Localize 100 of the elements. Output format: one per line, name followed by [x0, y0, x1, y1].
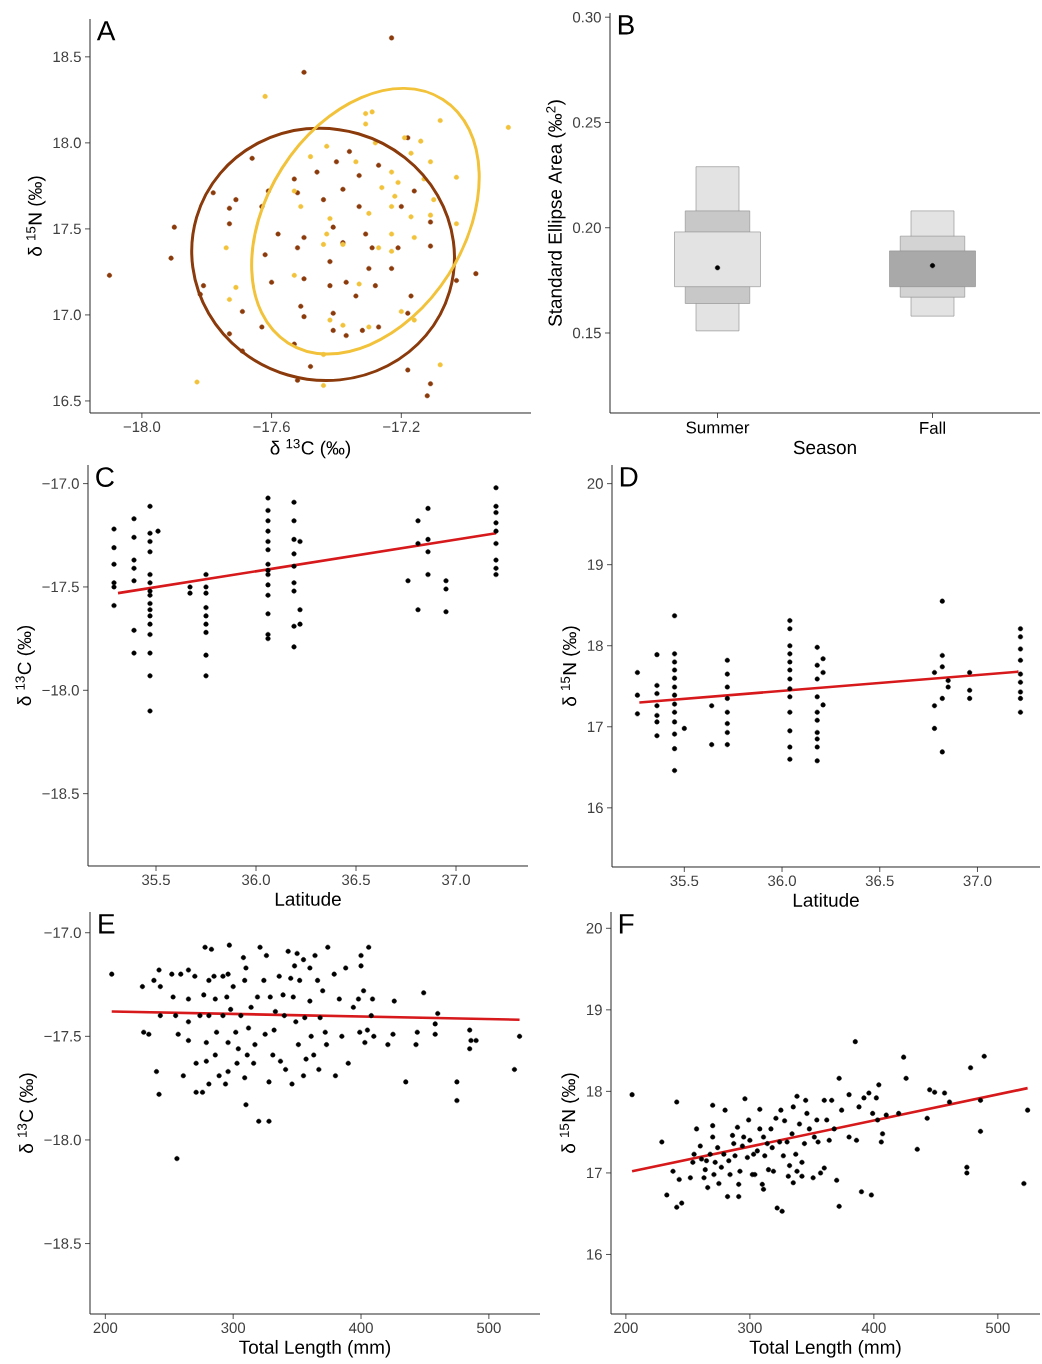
point — [392, 193, 398, 199]
point — [453, 221, 459, 227]
point — [411, 317, 417, 323]
y-tick-label: −17.5 — [42, 581, 79, 593]
y-axis-title: δ $^{15}$N (‰) — [559, 1073, 580, 1153]
x-tick-label: 37.0 — [442, 874, 470, 886]
y-tick-label: 16 — [587, 1249, 602, 1260]
y-axis-title: δ $^{15}$N (‰) — [26, 176, 46, 256]
x-tick-label: −17.2 — [383, 421, 420, 432]
y-tick-label: −18.5 — [42, 788, 79, 799]
point — [366, 210, 372, 216]
y-tick-label: −17.0 — [42, 478, 79, 489]
point — [327, 317, 333, 323]
x-tick-label: 36.5 — [865, 875, 894, 887]
point — [408, 214, 414, 220]
y-tick-label: 20 — [587, 478, 603, 489]
x-tick-label: 35.5 — [142, 874, 170, 886]
y-tick-label: 18.0 — [53, 137, 81, 149]
annotation: E — [99, 914, 115, 934]
point — [327, 216, 333, 222]
point — [389, 248, 395, 254]
annotation: A — [96, 21, 116, 41]
x-tick-label: 36.5 — [342, 874, 370, 886]
y-axis-title: δ $^{15}$N (‰) — [560, 626, 581, 706]
y-tick-label: 0.30 — [572, 11, 601, 23]
x-tick-label: −17.6 — [253, 421, 290, 433]
x-axis-title: Latitude — [793, 892, 859, 907]
point — [291, 272, 297, 278]
y-tick-label: 18 — [588, 640, 603, 652]
point — [395, 179, 401, 185]
point — [308, 154, 313, 160]
x-tick-label: 300 — [221, 1322, 246, 1334]
x-tick-label: 36.0 — [768, 875, 796, 887]
point — [356, 281, 362, 287]
x-tick-label: 500 — [985, 1322, 1010, 1334]
point — [431, 197, 437, 203]
y-tick-label: −17.5 — [44, 1031, 81, 1042]
point — [233, 284, 239, 290]
x-axis-title: Total Length (mm) — [749, 1339, 901, 1358]
point — [427, 159, 433, 165]
x-tick-label: 400 — [861, 1322, 886, 1334]
point — [437, 118, 443, 123]
x-tick-label: Fall — [920, 421, 946, 434]
x-tick-label: 36.0 — [242, 874, 270, 886]
y-tick-label: 0.25 — [572, 117, 601, 128]
point — [363, 121, 369, 127]
x-tick-label: 37.0 — [963, 875, 992, 887]
x-tick-label: 35.5 — [670, 875, 699, 887]
y-tick-label: −18.0 — [42, 685, 79, 696]
y-tick-label: −18.0 — [44, 1134, 81, 1146]
y-tick-label: 16.5 — [53, 395, 81, 407]
annotation: D — [620, 467, 638, 487]
point — [398, 308, 404, 314]
x-axis-title: Total Length (mm) — [239, 1339, 391, 1358]
point — [437, 362, 443, 368]
x-tick-label: 300 — [737, 1322, 762, 1334]
point — [353, 159, 359, 165]
point — [291, 188, 297, 194]
point — [324, 231, 330, 237]
point — [262, 93, 268, 99]
x-axis-title: Season — [793, 440, 856, 455]
y-tick-label: 17 — [587, 1167, 602, 1179]
x-tick-label: −18.0 — [123, 421, 161, 433]
x-axis-title: Latitude — [275, 891, 341, 906]
point — [363, 111, 369, 117]
x-tick-label: 400 — [348, 1322, 373, 1334]
point — [194, 379, 200, 385]
point — [408, 150, 414, 156]
y-tick-label: −17.0 — [44, 927, 81, 938]
y-tick-label: 17 — [588, 721, 603, 732]
point — [223, 245, 229, 251]
x-tick-label: 200 — [93, 1322, 118, 1334]
point — [389, 231, 395, 237]
x-tick-label: Summer — [686, 421, 750, 434]
point — [389, 204, 395, 210]
point — [505, 124, 511, 130]
point — [427, 212, 433, 218]
x-tick-label: 500 — [477, 1322, 501, 1334]
annotation: B — [618, 15, 634, 35]
point — [226, 296, 232, 302]
point — [298, 204, 304, 210]
y-tick-label: 19 — [587, 1004, 602, 1016]
y-tick-label: 16 — [588, 802, 603, 814]
y-tick-label: 17.5 — [53, 223, 81, 235]
y-tick-label: 19 — [588, 559, 603, 570]
y-axis-title: δ $^{13}$C (‰) — [17, 1073, 37, 1153]
point — [389, 169, 395, 175]
x-tick-label: 200 — [614, 1322, 638, 1334]
point — [340, 322, 346, 328]
y-tick-label: −18.5 — [44, 1238, 81, 1249]
point — [418, 138, 424, 144]
point — [369, 109, 375, 115]
point — [320, 382, 326, 388]
point — [379, 185, 385, 191]
y-tick-label: 18.5 — [53, 51, 81, 63]
point — [320, 241, 326, 247]
y-tick-label: 18 — [587, 1086, 602, 1097]
point — [366, 324, 372, 330]
point — [453, 174, 459, 180]
y-tick-label: 0.15 — [572, 327, 601, 339]
